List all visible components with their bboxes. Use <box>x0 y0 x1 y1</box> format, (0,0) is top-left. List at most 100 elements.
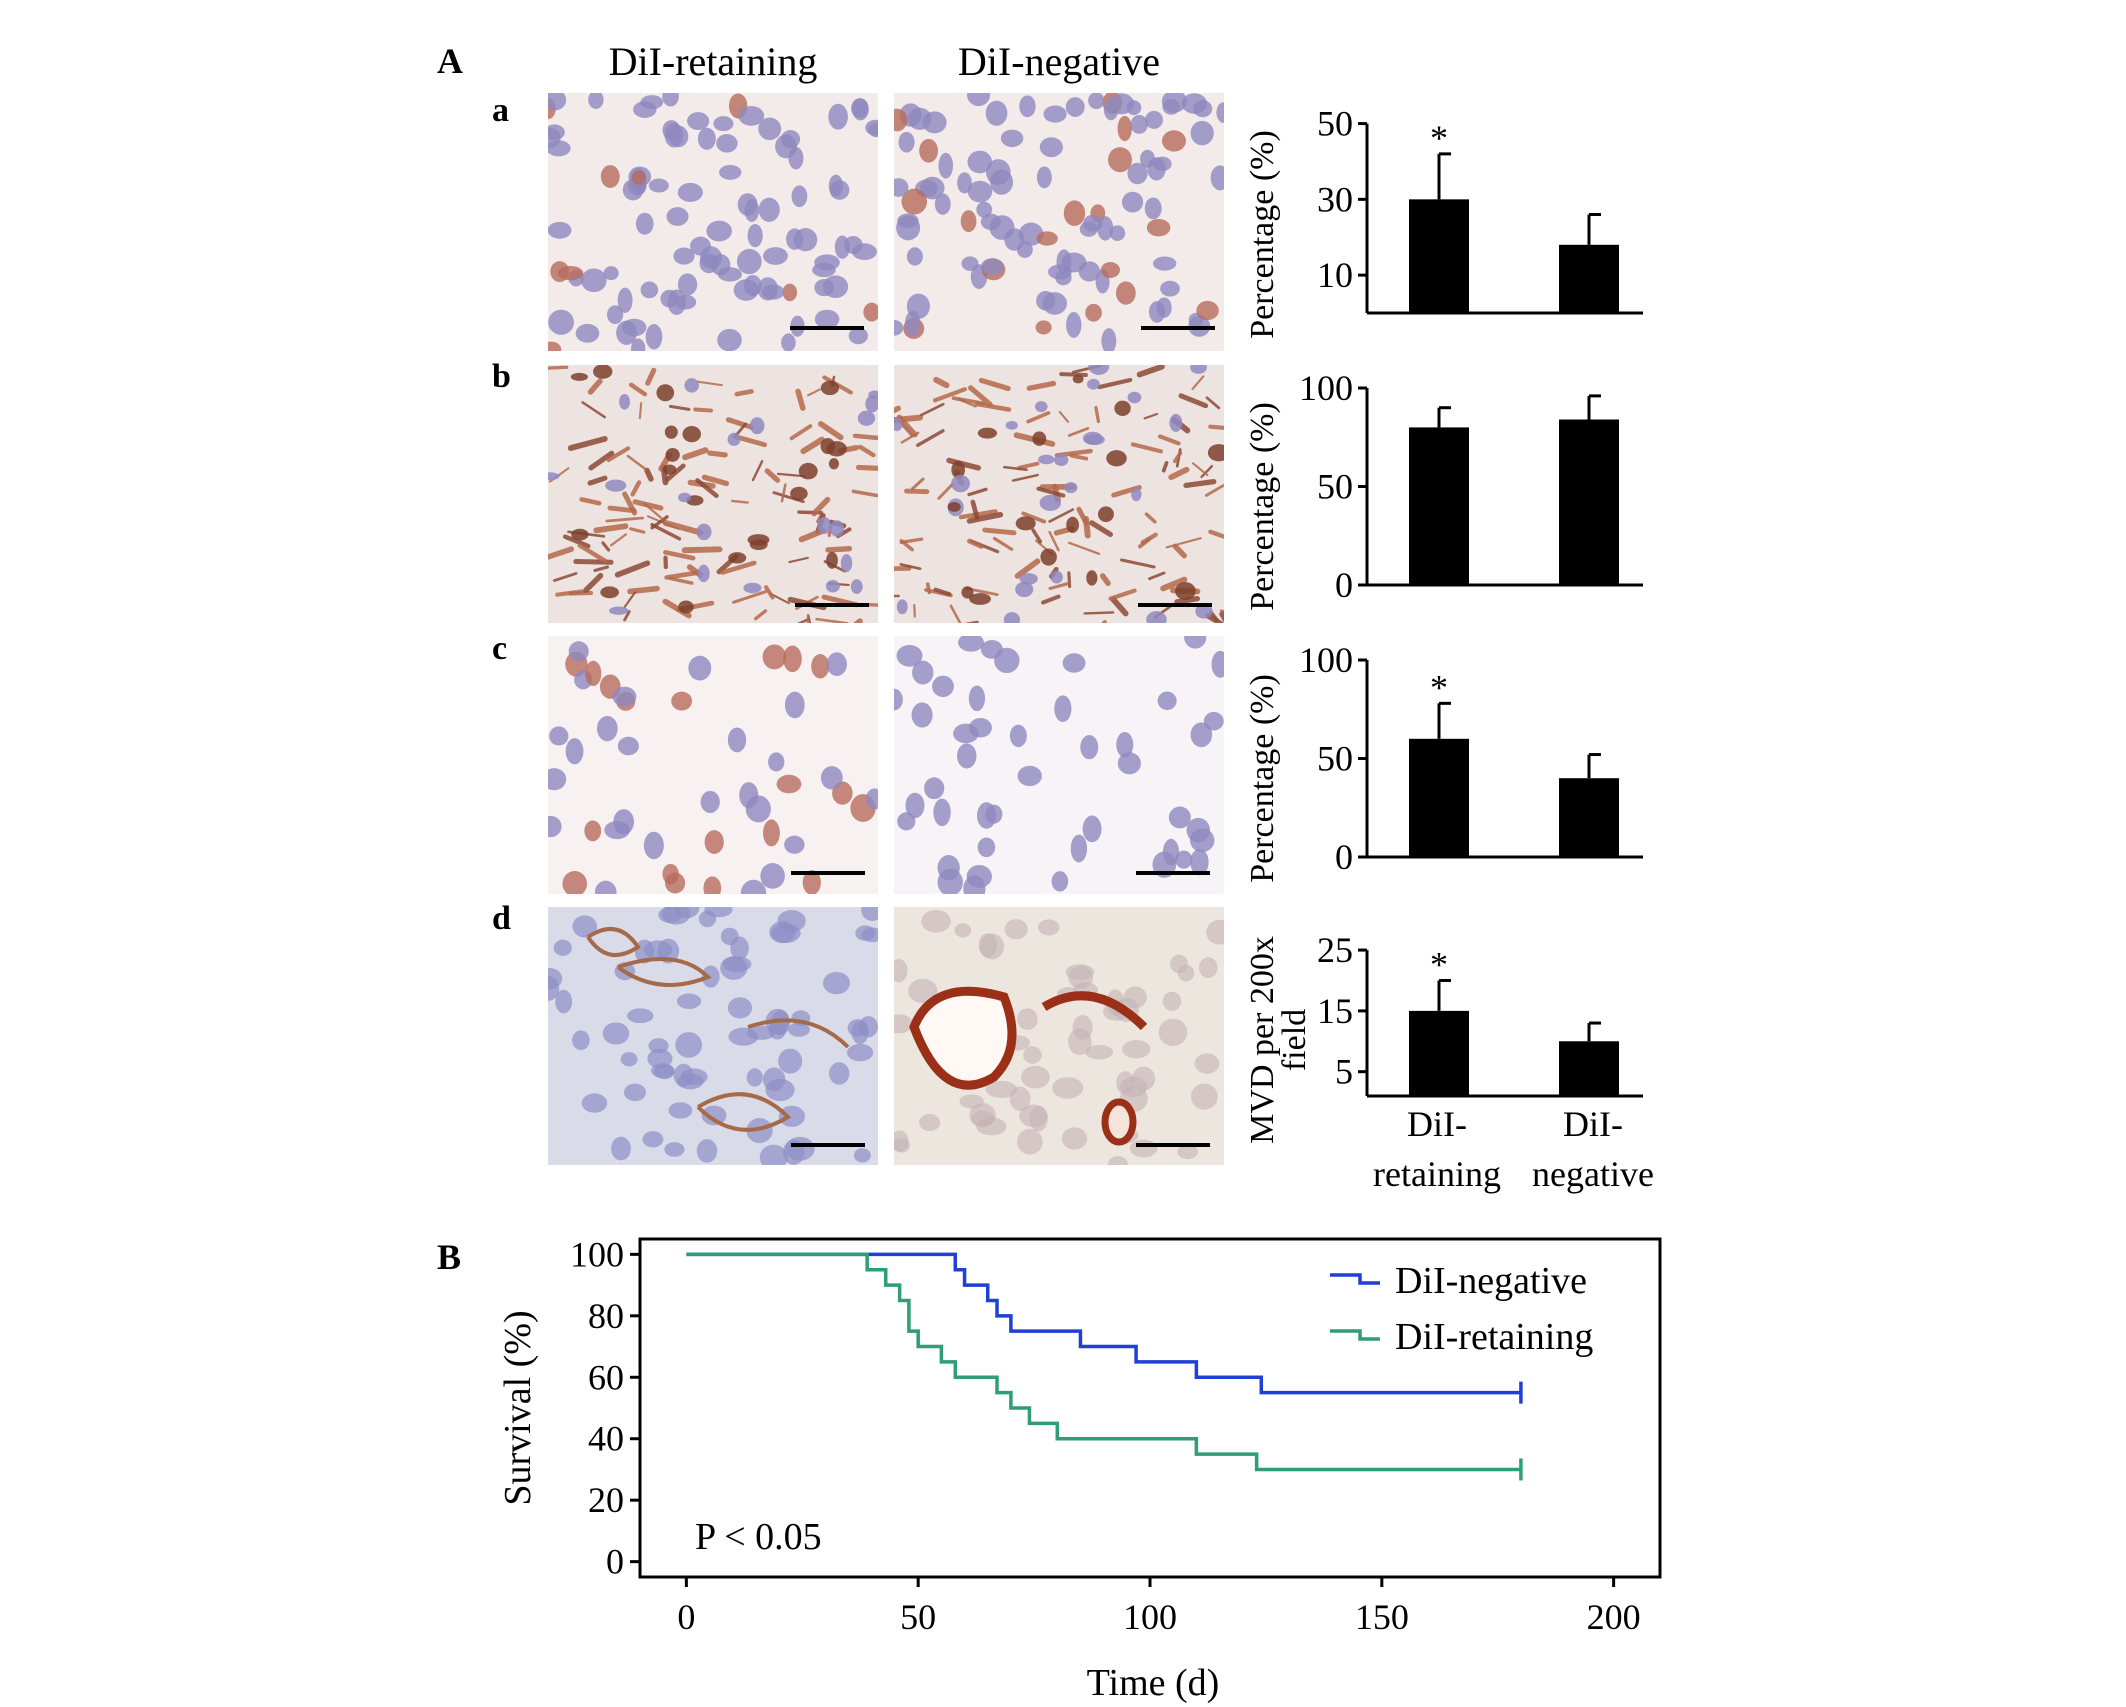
cell-nucleus <box>664 425 678 439</box>
cell-nucleus <box>548 815 562 838</box>
fiber-strand <box>593 565 609 573</box>
scale-bar <box>1136 1143 1210 1147</box>
fiber-strand <box>789 424 813 441</box>
cell-nucleus <box>727 997 753 1019</box>
cell-nucleus <box>985 1081 1018 1099</box>
cell-nucleus <box>1029 1105 1048 1132</box>
fiber-strand <box>852 433 878 441</box>
fiber-strand <box>605 516 645 523</box>
fiber-strand <box>1014 558 1041 579</box>
cell-nucleus <box>698 910 717 928</box>
fiber-strand <box>1026 411 1051 424</box>
y-tick-label: 100 <box>1299 640 1353 680</box>
cell-nucleus <box>826 652 847 677</box>
cell-nucleus <box>584 820 602 842</box>
fiber-strand <box>807 388 821 397</box>
y-tick-label: 0 <box>1335 565 1353 605</box>
cell-nucleus <box>1152 256 1177 271</box>
fiber-strand <box>1048 581 1071 591</box>
cell-nucleus <box>1107 1156 1128 1165</box>
cell-nucleus <box>678 600 694 614</box>
cell-nucleus <box>665 872 686 894</box>
cell-nucleus <box>828 458 840 470</box>
fiber-strand <box>644 467 654 482</box>
cell-nucleus <box>548 127 561 148</box>
cell-nucleus <box>938 152 954 179</box>
fiber-strand <box>1058 410 1069 423</box>
fiber-strand <box>1097 377 1133 390</box>
fiber-strand <box>754 609 768 621</box>
cell-nucleus <box>1190 722 1213 748</box>
cell-nucleus <box>933 798 951 827</box>
cell-nucleus <box>700 790 720 814</box>
cell-nucleus <box>919 138 939 163</box>
cell-nucleus <box>568 641 589 662</box>
vessel-outline <box>586 927 850 1132</box>
micrograph-svg <box>894 365 1224 623</box>
cell-nucleus <box>976 802 997 829</box>
fiber-strand <box>1174 595 1200 605</box>
cell-nucleus <box>1003 612 1021 623</box>
cell-nucleus <box>868 390 878 399</box>
cell-nucleus <box>976 201 993 218</box>
vessel-outline <box>909 986 1017 1090</box>
cell-nucleus <box>967 150 993 174</box>
cell-nucleus <box>1085 1044 1114 1060</box>
cell-nucleus <box>1161 93 1188 113</box>
cell-nucleus <box>1216 102 1224 123</box>
fiber-strand <box>628 382 648 397</box>
y-tick-label: 100 <box>570 1234 624 1274</box>
cell-nucleus <box>920 176 945 200</box>
cell-nucleus <box>612 686 637 707</box>
cell-nucleus <box>1114 400 1131 417</box>
cell-nucleus <box>1160 280 1180 297</box>
fiber-strand <box>614 560 651 578</box>
cell-nucleus <box>1175 850 1193 869</box>
fiber-strand <box>579 497 602 506</box>
fiber-strand <box>968 385 993 407</box>
cell-nucleus <box>847 1043 874 1062</box>
fiber-strand <box>553 572 578 582</box>
cell-nucleus <box>850 98 869 118</box>
cell-nucleus <box>825 579 840 593</box>
cell-nucleus <box>759 1144 788 1165</box>
scale-bar <box>791 871 865 875</box>
scale-bar <box>1138 603 1212 607</box>
fiber-strand <box>919 402 945 417</box>
cell-nucleus <box>814 279 834 297</box>
fiber-strand <box>916 429 945 447</box>
cell-nucleus <box>1088 93 1105 110</box>
cell-nucleus <box>894 1014 913 1034</box>
fiber-strand <box>623 610 631 622</box>
fiber-strand <box>1183 479 1217 489</box>
cell-nucleus <box>621 318 647 337</box>
cell-nucleus <box>548 309 575 335</box>
fiber-strand <box>650 522 682 541</box>
row-label-b: b <box>492 358 511 395</box>
fiber-strand <box>583 572 604 593</box>
cell-nucleus <box>919 1113 941 1132</box>
cell-nucleus <box>1037 919 1060 936</box>
cell-nucleus <box>963 875 986 894</box>
cell-nucleus <box>1122 1040 1151 1059</box>
cell-nucleus <box>737 193 758 216</box>
cell-nucleus <box>581 268 607 293</box>
cell-nucleus <box>682 426 702 443</box>
cell-nucleus <box>623 1083 647 1102</box>
fiber-strand <box>1161 461 1169 473</box>
cell-nucleus <box>1177 1144 1199 1160</box>
cell-nucleus <box>853 1148 871 1163</box>
cell-nucleus <box>897 213 919 229</box>
fiber-strand <box>665 463 686 482</box>
significance-marker: * <box>1430 944 1448 984</box>
cell-nucleus <box>738 106 765 126</box>
cell-nucleus <box>904 310 921 337</box>
cell-nucleus <box>730 936 749 960</box>
cell-nucleus <box>865 788 878 810</box>
fiber-strand <box>788 556 809 564</box>
fiber-strand <box>937 483 954 500</box>
x-tick-label: DiI- <box>1407 1104 1467 1144</box>
fiber-strand <box>1172 543 1187 559</box>
cell-nucleus <box>894 417 903 432</box>
